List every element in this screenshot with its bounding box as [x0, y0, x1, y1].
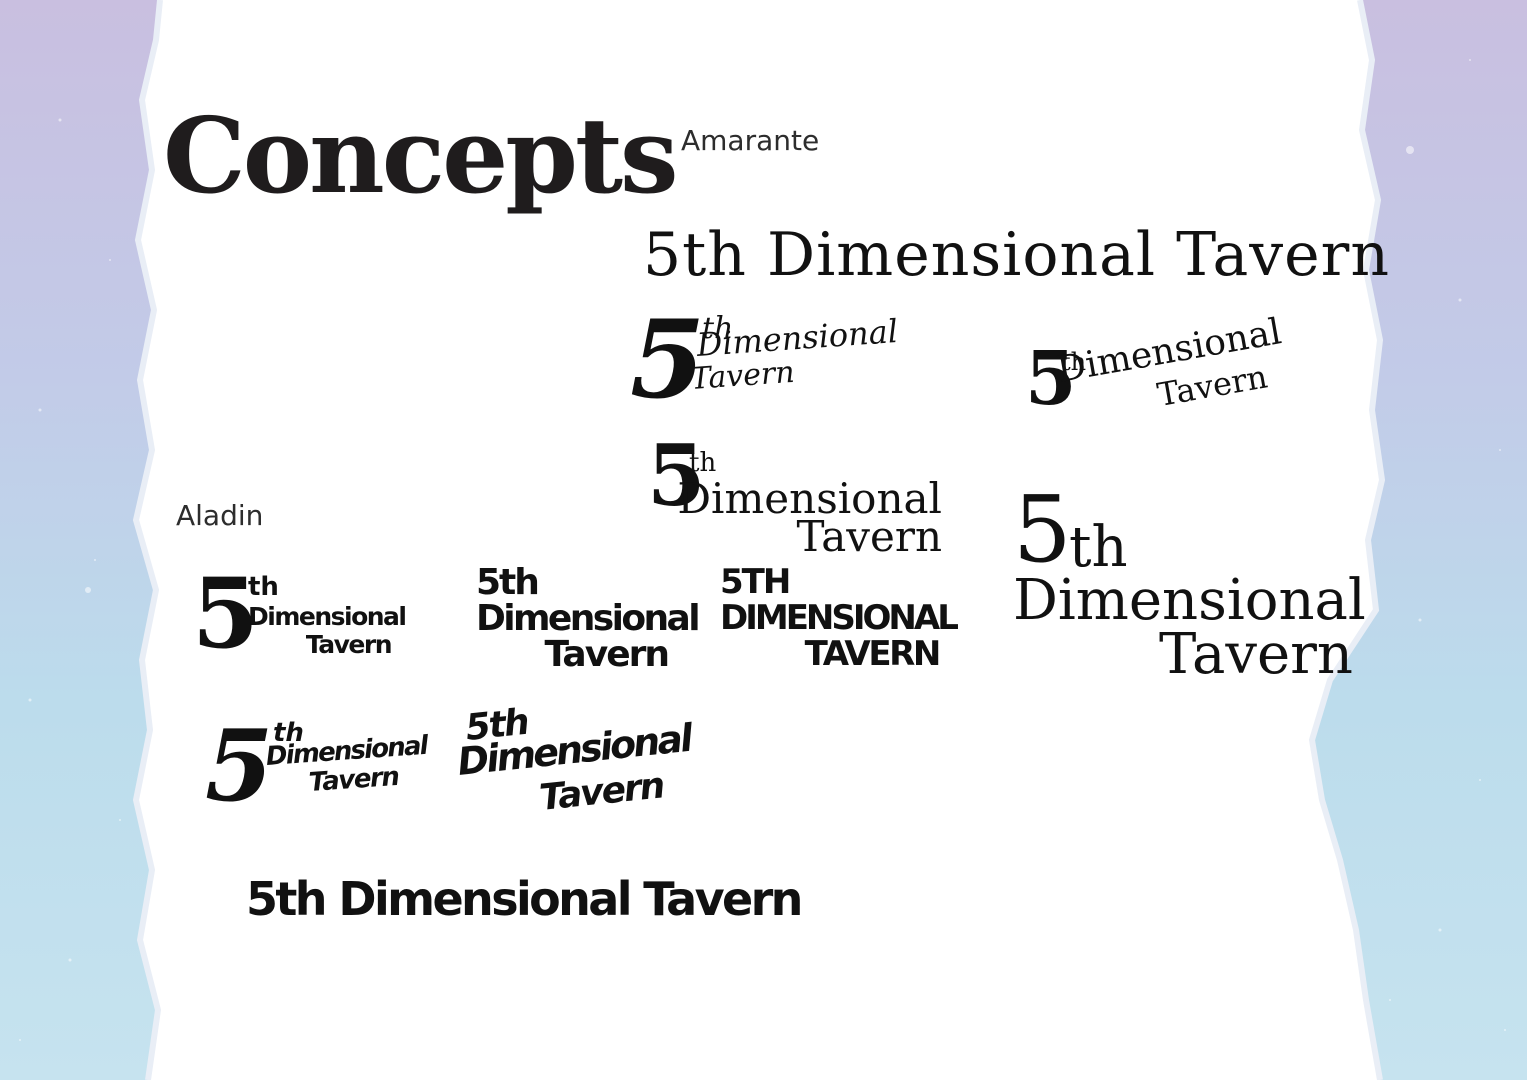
page-title: Concepts [163, 94, 679, 217]
logo-amarante-large-stacked: 5 th Dimensional Tavern [1013, 476, 1366, 694]
logo-aladin-italic-big5: 5 th Dimensional Tavern [205, 709, 428, 824]
logo-aladin-big5-stacked: 5 th Dimensional Tavern [192, 557, 407, 670]
logo-suffix: th [702, 311, 734, 346]
logo-word-tavern: Tavern [305, 630, 393, 659]
logo-word-tavern: TAVERN [804, 634, 942, 674]
logo-text: 5th Dimensional Tavern [643, 220, 1390, 290]
logo-suffix: th [1061, 348, 1087, 376]
logo-number-suffix: 5th [476, 562, 540, 603]
logo-suffix: th [1069, 515, 1128, 580]
logo-aladin-uppercase: 5TH DIMENSIONAL TAVERN [718, 562, 959, 674]
logo-amarante-tilted: 5 th Dimensional Tavern [1025, 311, 1295, 432]
font-label-aladin: Aladin [176, 499, 264, 532]
logo-word-dimensional: DIMENSIONAL [720, 598, 959, 638]
logo-aladin-three-line: 5th Dimensional Tavern [474, 562, 701, 675]
logo-text: 5th Dimensional Tavern [246, 872, 803, 926]
logo-word-tavern: Tavern [1158, 622, 1353, 687]
logo-amarante-italic-stacked: 5 th Dimensional Tavern [630, 306, 900, 422]
logo-word-dimensional: Dimensional [248, 602, 407, 631]
logo-word-dimensional: Dimensional [677, 474, 942, 523]
logo-number: 5 [192, 557, 259, 670]
logo-word-tavern: Tavern [689, 354, 796, 397]
logo-number: 5 [647, 426, 706, 525]
logo-aladin-italic-tilted: 5th Dimensional Tavern [455, 702, 692, 824]
logo-number: 5 [205, 709, 274, 824]
logo-amarante-stacked-right: 5 th Dimensional Tavern [647, 426, 942, 562]
logo-word-dimensional: Dimensional [476, 598, 701, 639]
logo-suffix: th [689, 448, 717, 478]
logo-number: 5 [1013, 476, 1072, 583]
logo-number: 5 [630, 297, 706, 423]
logo-aladin-single-line: 5th Dimensional Tavern [246, 872, 803, 926]
logo-word-dimensional: Dimensional [1013, 568, 1366, 633]
logo-amarante-single-line: 5th Dimensional Tavern [643, 220, 1390, 290]
logo-word-tavern: Tavern [544, 634, 670, 675]
logo-number: 5 [1025, 336, 1077, 422]
logo-number-suffix: 5TH [720, 562, 791, 602]
logo-suffix: th [248, 572, 279, 602]
logo-suffix: th [273, 718, 304, 748]
logo-word-tavern: Tavern [308, 761, 400, 798]
logo-word-tavern: Tavern [796, 512, 942, 561]
font-label-amarante: Amarante [681, 124, 820, 157]
